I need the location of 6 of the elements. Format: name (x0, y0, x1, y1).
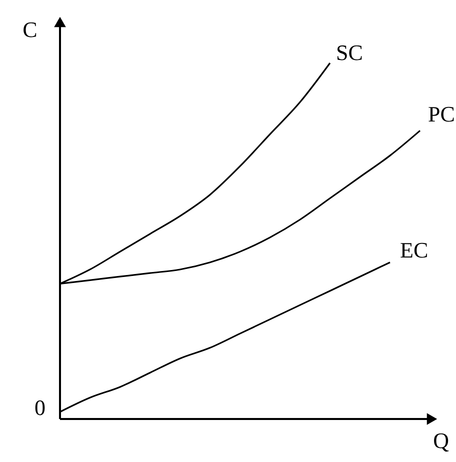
series-label: PC (428, 102, 455, 127)
x-axis-title: Q (433, 428, 450, 453)
series-label: SC (336, 40, 363, 65)
y-axis-title: C (22, 17, 38, 42)
series-label: EC (400, 237, 428, 262)
text: 0 (34, 395, 46, 420)
